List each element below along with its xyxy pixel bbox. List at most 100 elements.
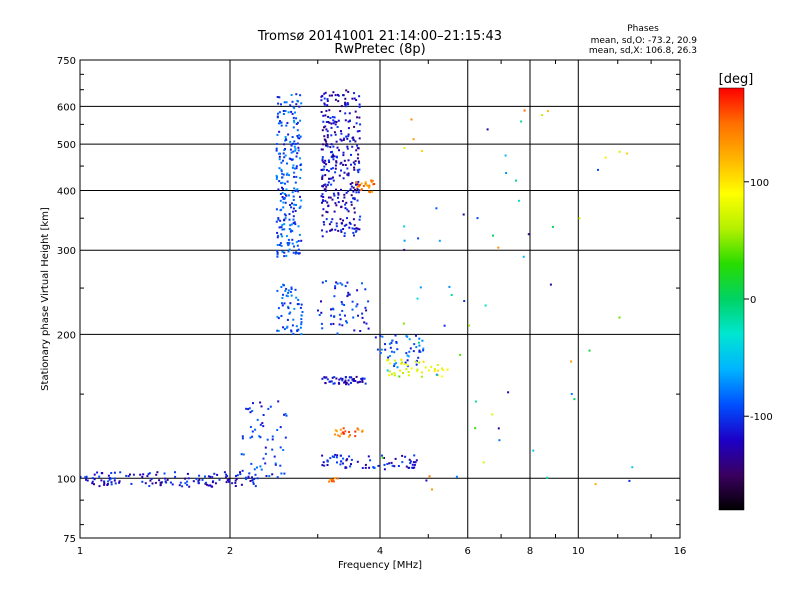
data-point	[332, 119, 335, 122]
data-point	[334, 98, 337, 101]
data-point	[344, 314, 346, 317]
data-point	[393, 372, 396, 375]
data-point	[341, 462, 344, 465]
data-point	[283, 213, 286, 216]
data-point	[283, 472, 286, 475]
data-point	[380, 348, 383, 351]
data-point	[357, 314, 359, 317]
data-point	[160, 481, 163, 484]
data-point	[292, 207, 295, 210]
data-point	[422, 349, 425, 352]
data-point	[354, 380, 357, 382]
data-point	[274, 462, 277, 465]
data-point	[277, 152, 280, 155]
data-point	[297, 190, 300, 193]
chart-subtitle: RwPretec (8p)	[334, 42, 425, 57]
data-point	[347, 135, 350, 138]
data-point	[321, 327, 324, 330]
data-point	[296, 330, 299, 332]
data-point	[283, 218, 286, 221]
data-point	[163, 472, 166, 475]
data-point	[333, 376, 336, 379]
data-point	[300, 318, 303, 321]
data-point	[336, 461, 338, 464]
data-point	[300, 303, 303, 306]
data-point	[346, 145, 349, 148]
data-point	[240, 483, 243, 486]
data-point	[368, 190, 370, 193]
data-point	[358, 137, 361, 140]
data-point	[337, 434, 340, 437]
data-point	[355, 99, 358, 101]
data-point	[321, 193, 324, 196]
data-point	[334, 123, 337, 126]
data-point	[235, 475, 237, 477]
data-point	[295, 189, 298, 192]
data-point	[227, 480, 230, 483]
data-point	[292, 318, 295, 321]
data-point	[276, 96, 279, 98]
data-point	[297, 298, 300, 301]
data-point	[293, 140, 296, 143]
data-point	[323, 92, 326, 95]
data-point	[337, 100, 340, 103]
data-point	[347, 172, 350, 175]
data-point	[570, 360, 573, 363]
data-point	[166, 478, 169, 481]
data-point	[355, 122, 358, 125]
x-tick-label: 1	[77, 546, 83, 557]
data-point	[299, 135, 302, 138]
data-point	[415, 334, 417, 337]
data-point	[300, 102, 303, 105]
data-point	[148, 472, 151, 475]
data-point	[406, 359, 409, 362]
data-point	[353, 125, 356, 128]
data-point	[277, 329, 280, 332]
data-point	[298, 207, 301, 209]
data-point	[436, 364, 439, 366]
data-point	[332, 145, 335, 148]
data-point	[299, 119, 302, 122]
data-point	[283, 143, 286, 146]
data-point	[332, 480, 335, 483]
data-point	[294, 181, 297, 184]
data-point	[344, 381, 347, 383]
data-point	[377, 464, 380, 467]
data-point	[271, 473, 274, 476]
data-point	[278, 111, 281, 114]
data-point	[416, 297, 419, 300]
data-point	[286, 180, 289, 183]
data-point	[504, 154, 507, 157]
data-point	[292, 332, 295, 335]
data-point	[252, 402, 254, 405]
data-point	[247, 476, 250, 479]
data-point	[344, 376, 347, 378]
data-point	[235, 478, 238, 481]
data-point	[356, 289, 359, 292]
data-point	[356, 157, 359, 160]
data-point	[240, 453, 243, 456]
data-point	[357, 184, 360, 187]
data-point	[397, 465, 400, 467]
data-point	[287, 305, 289, 308]
data-point	[338, 149, 340, 152]
data-point	[413, 463, 416, 466]
data-point	[362, 185, 365, 187]
data-point	[98, 485, 101, 488]
data-point	[284, 217, 287, 220]
data-point	[330, 126, 333, 129]
data-point	[293, 119, 295, 122]
data-point	[373, 183, 376, 185]
data-point	[225, 473, 228, 476]
data-point	[249, 411, 252, 414]
data-point	[332, 91, 335, 94]
data-point	[346, 321, 348, 324]
data-point	[236, 474, 239, 477]
data-point	[628, 479, 631, 482]
data-point	[342, 427, 345, 430]
data-point	[335, 160, 338, 163]
data-point	[91, 482, 94, 485]
data-point	[280, 472, 283, 475]
data-point	[422, 360, 425, 363]
data-point	[256, 418, 259, 421]
